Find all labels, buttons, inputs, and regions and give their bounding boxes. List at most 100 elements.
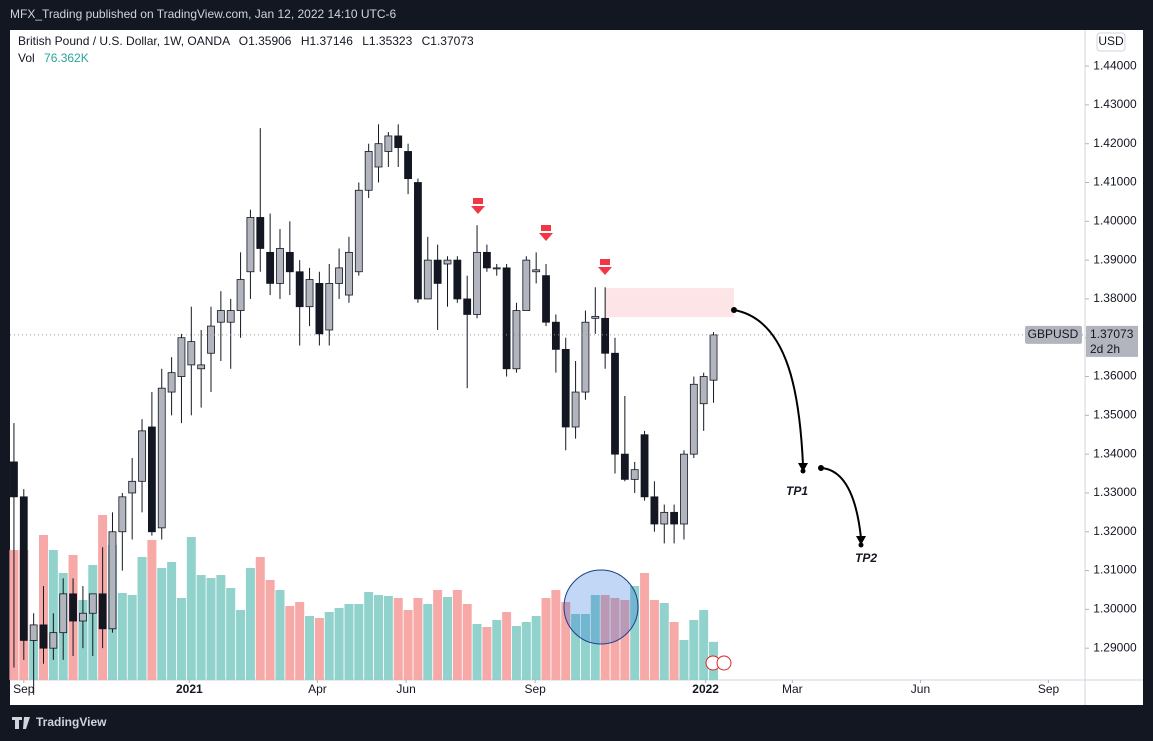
- ohlc-low: L1.35323: [362, 34, 412, 48]
- volume-bar: [452, 590, 462, 680]
- volume-bar: [324, 612, 334, 680]
- volume-bar: [482, 627, 492, 680]
- symbol-title: British Pound / U.S. Dollar, 1W, OANDA: [18, 34, 230, 48]
- volume-bar: [413, 598, 423, 680]
- ohlc-close: C1.37073: [422, 34, 474, 48]
- volume-bar: [167, 562, 177, 680]
- y-tick-label: 1.36000: [1093, 369, 1137, 383]
- volume-bar: [245, 568, 255, 680]
- x-tick-label: 2021: [176, 682, 203, 696]
- volume-bar: [689, 620, 699, 680]
- volume-bar: [147, 540, 157, 680]
- candle-body: [285, 251, 294, 273]
- candle-body: [680, 453, 688, 525]
- y-tick-label: 1.29000: [1093, 640, 1137, 654]
- y-tick-label: 1.44000: [1093, 58, 1137, 72]
- candle-body: [689, 383, 698, 455]
- candle-body: [561, 348, 570, 428]
- volume-bar: [472, 624, 482, 680]
- tp1-curve: [733, 309, 804, 466]
- y-tick-label: 1.31000: [1093, 563, 1137, 577]
- candle-body: [118, 496, 127, 533]
- volume-bar: [383, 596, 393, 680]
- volume-bar: [216, 575, 226, 680]
- ohlc-open: O1.35906: [239, 34, 292, 48]
- y-tick-label: 1.38000: [1093, 291, 1137, 305]
- x-tick-label: Sep: [1038, 682, 1060, 696]
- volume-bar: [541, 598, 551, 680]
- candle-body: [315, 283, 324, 335]
- candle-body: [246, 217, 255, 273]
- candle-body: [463, 298, 472, 315]
- volume-bar: [117, 593, 127, 680]
- volume-bar: [364, 592, 374, 680]
- volume-bar: [226, 588, 236, 680]
- volume-bar: [423, 604, 433, 680]
- volume-bar: [649, 600, 659, 680]
- y-tick-label: 1.32000: [1093, 524, 1137, 538]
- candle-body: [473, 251, 481, 315]
- y-tick-label: 1.40000: [1093, 213, 1137, 227]
- drawings: [471, 198, 612, 275]
- volume-bar: [186, 537, 196, 680]
- volume-bar: [462, 604, 472, 680]
- y-tick-label: 1.42000: [1093, 136, 1137, 150]
- volume-bar: [699, 610, 709, 680]
- candle-body: [138, 430, 146, 482]
- logo-icon: [12, 717, 30, 729]
- y-tick-label: 1.35000: [1093, 408, 1137, 422]
- volume-bar: [590, 595, 600, 680]
- volume-bar: [600, 595, 610, 680]
- candle-body: [177, 337, 186, 377]
- candle-body: [414, 182, 422, 300]
- volume-bar: [354, 604, 364, 680]
- candle-body: [325, 283, 334, 331]
- candle-body: [335, 267, 344, 284]
- volume-bar: [580, 614, 590, 680]
- symbol-tag: [1025, 325, 1082, 344]
- y-tick-label: 1.39000: [1093, 252, 1137, 266]
- down-arrow: [598, 259, 612, 275]
- y-tick-label: 1.30000: [1093, 602, 1137, 616]
- arrow-head: [856, 536, 866, 545]
- candle-body: [216, 310, 225, 323]
- header: MFX_Trading published on TradingView.com…: [10, 7, 397, 21]
- candle-body: [384, 135, 393, 152]
- annotation: TP2: [855, 551, 877, 565]
- volume-bar: [561, 602, 571, 680]
- volume-bar: [334, 608, 344, 680]
- candle-body: [670, 511, 679, 525]
- volume-bar: [176, 598, 186, 680]
- y-tick-label: 1.43000: [1093, 97, 1137, 111]
- candle-body: [601, 317, 610, 354]
- candle-body: [394, 135, 403, 148]
- curve-end: [800, 468, 806, 474]
- candle-body: [620, 453, 629, 480]
- candle-body: [59, 593, 68, 634]
- candle-body: [69, 593, 77, 622]
- candle-body: [591, 315, 600, 319]
- candle-body: [660, 511, 669, 525]
- candle-body: [640, 434, 649, 498]
- volume-bar: [620, 600, 630, 680]
- candle-body: [423, 259, 432, 300]
- candle-body: [88, 593, 97, 614]
- candle-body: [709, 334, 718, 381]
- down-arrow: [539, 225, 553, 241]
- volume-bar: [206, 578, 216, 680]
- volume-bar: [157, 568, 167, 680]
- flag-icon[interactable]: [716, 655, 732, 671]
- curve-end: [858, 542, 864, 548]
- candle-body: [522, 259, 531, 311]
- price-tag-label: 1.37073: [1090, 327, 1134, 341]
- y-tick-label: 1.41000: [1093, 175, 1137, 189]
- footer-logo[interactable]: TradingView: [36, 715, 107, 729]
- currency-button[interactable]: [1096, 32, 1126, 52]
- ohlc-high: H1.37146: [301, 34, 353, 48]
- candle-body: [197, 364, 206, 370]
- volume-bar: [659, 603, 669, 680]
- volume-bar: [255, 557, 265, 680]
- candle-body: [295, 271, 304, 308]
- volume-bar: [492, 620, 502, 680]
- currency[interactable]: USD: [1098, 34, 1124, 48]
